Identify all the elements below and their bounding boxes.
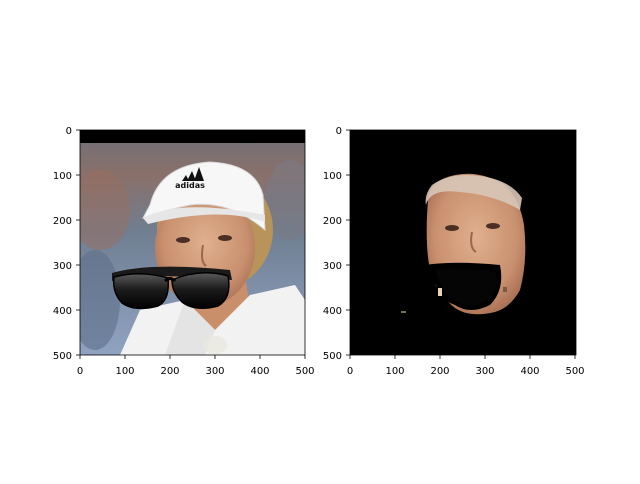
right-axes-frame [349, 129, 577, 356]
right-y-tick-label: 300 [323, 261, 342, 272]
left-x-tick-label: 300 [205, 366, 224, 377]
left-axes-frame [79, 129, 306, 356]
left-panel: adidas 0 100 200 300 400 500 [53, 126, 315, 377]
left-y-tick-label: 500 [53, 351, 72, 362]
left-photo: adidas [80, 130, 305, 355]
left-x-tick-label: 200 [160, 366, 179, 377]
left-y-tick-label: 300 [53, 261, 72, 272]
right-x-tick-label: 0 [347, 366, 353, 377]
left-y-tick-label: 0 [66, 126, 72, 137]
left-y-tick-label: 100 [53, 171, 72, 182]
right-y-axis: 0 100 200 300 400 500 [323, 126, 350, 362]
visor-logo-mark [182, 167, 204, 181]
left-x-tick-label: 500 [295, 366, 314, 377]
visor-logo-text: adidas [175, 181, 205, 190]
right-panel: 0 100 200 300 400 500 0 100 200 300 400 … [323, 126, 585, 377]
right-x-tick-label: 200 [430, 366, 449, 377]
right-y-tick-label: 100 [323, 171, 342, 182]
right-y-tick-label: 0 [336, 126, 342, 137]
left-y-tick-label: 400 [53, 306, 72, 317]
right-x-tick-label: 300 [475, 366, 494, 377]
right-x-tick-label: 100 [385, 366, 404, 377]
right-x-axis: 0 100 200 300 400 500 [347, 355, 585, 377]
left-y-tick-label: 200 [53, 216, 72, 227]
right-y-tick-label: 200 [323, 216, 342, 227]
left-x-axis: 0 100 200 300 400 500 [77, 355, 315, 377]
right-x-tick-label: 400 [520, 366, 539, 377]
sunglasses-overlay [112, 266, 232, 310]
left-x-tick-label: 0 [77, 366, 83, 377]
right-x-tick-label: 500 [565, 366, 584, 377]
left-y-axis: 0 100 200 300 400 500 [53, 126, 80, 362]
left-x-tick-label: 400 [250, 366, 269, 377]
right-y-tick-label: 400 [323, 306, 342, 317]
left-x-tick-label: 100 [115, 366, 134, 377]
right-masked-image [350, 130, 576, 355]
right-y-tick-label: 500 [323, 351, 342, 362]
